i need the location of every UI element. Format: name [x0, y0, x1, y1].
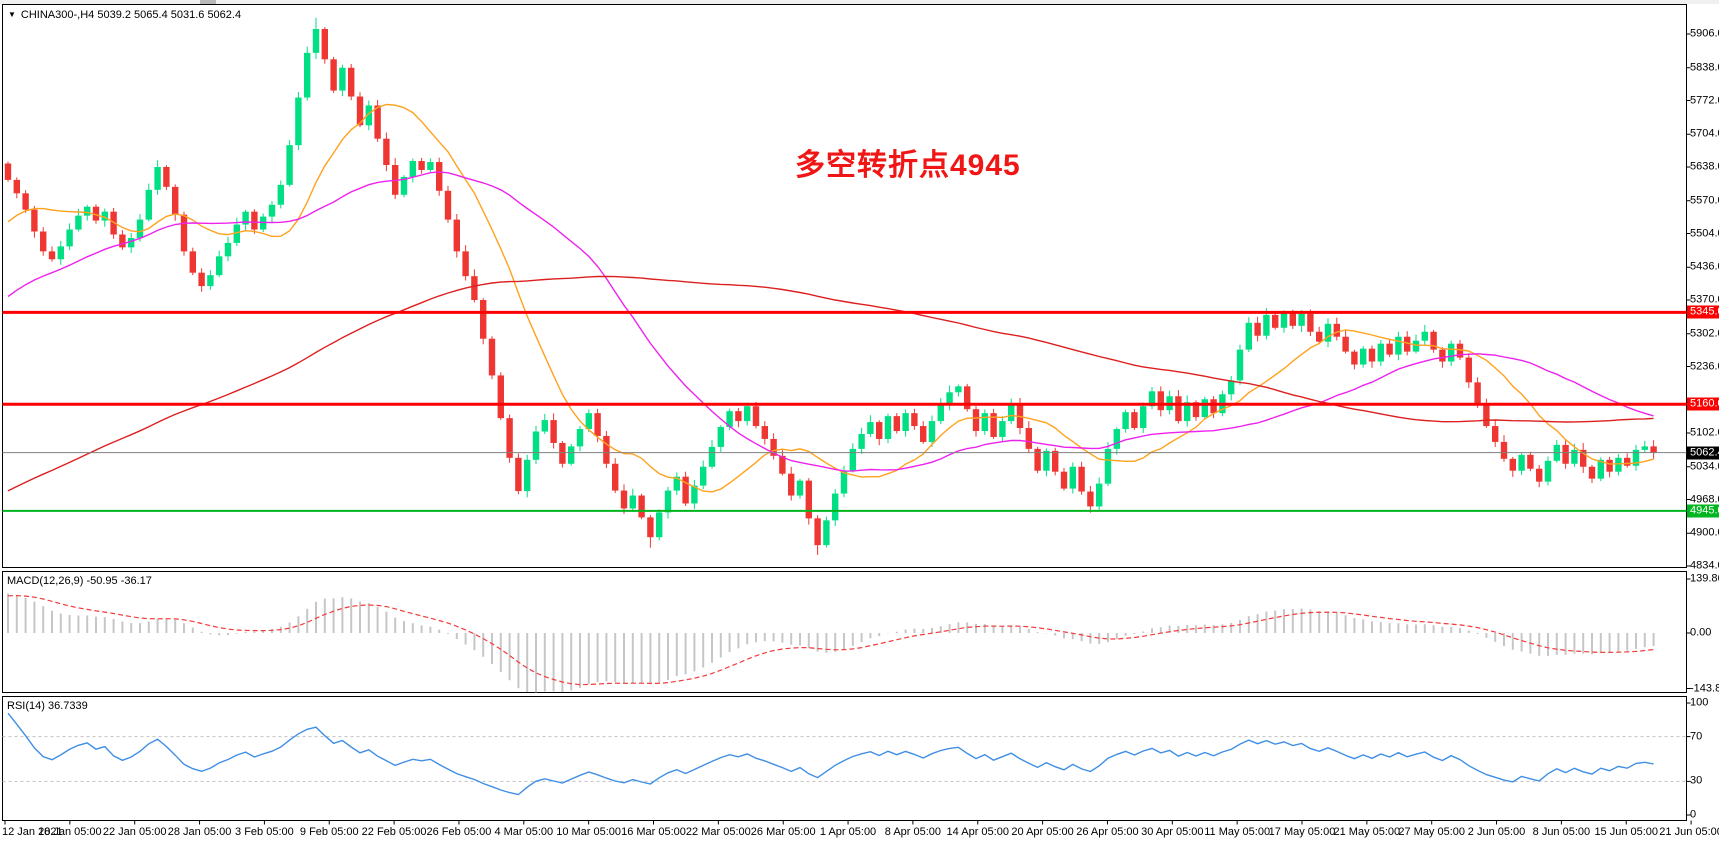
price-tick-label[interactable]: 4834.0	[1690, 559, 1719, 572]
time-tick-label[interactable]: 30 Apr 05:00	[1141, 826, 1204, 838]
macd-indicator-label: MACD(12,26,9) -50.95 -36.17	[7, 575, 152, 587]
time-tick-label[interactable]: 14 Apr 05:00	[946, 826, 1009, 838]
time-tick-label[interactable]: 11 May 05:00	[1204, 826, 1271, 838]
ma-mid-line	[7, 171, 1654, 472]
rsi-tick-label[interactable]: 100	[1690, 696, 1709, 709]
symbol-ohlc-line: ▼ CHINA300-,H4 5039.2 5065.4 5031.6 5062.…	[8, 9, 241, 21]
time-tick-label[interactable]: 27 May 05:00	[1398, 826, 1466, 838]
time-tick-label[interactable]: 22 Mar 05:00	[685, 826, 751, 838]
time-tick-label[interactable]: 21 Jun 05:00	[1659, 826, 1719, 838]
time-tick-label[interactable]: 8 Apr 05:00	[884, 826, 942, 838]
time-tick-label[interactable]: 10 Mar 05:00	[556, 826, 622, 838]
price-tick-label[interactable]: 5772.0	[1690, 94, 1719, 106]
macd-tick-label[interactable]: 0.00	[1690, 626, 1712, 639]
ma-fast-line	[7, 103, 1654, 493]
hline-badge-5345.0: 5345.0	[1687, 305, 1719, 319]
price-tick-label[interactable]: 5838.0	[1690, 61, 1719, 74]
symbol-ohlc-text: CHINA300-,H4 5039.2 5065.4 5031.6 5062.4	[20, 9, 242, 21]
time-tick-label[interactable]: 4 Mar 05:00	[494, 826, 554, 838]
time-tick-label[interactable]: 26 Mar 05:00	[750, 826, 816, 838]
price-tick-label[interactable]: 5236.0	[1690, 360, 1719, 372]
time-tick-label[interactable]: 21 May 05:00	[1333, 826, 1401, 838]
time-tick-label[interactable]: 12 Jan 2021	[2, 826, 63, 838]
macd-panel-frame[interactable]	[2, 571, 1687, 693]
time-tick-label[interactable]: 1 Apr 05:00	[819, 826, 877, 838]
time-tick-label[interactable]: 3 Feb 05:00	[235, 826, 294, 838]
time-tick-label[interactable]: 26 Apr 05:00	[1076, 826, 1139, 838]
price-tick-label[interactable]: 5370.0	[1690, 293, 1719, 306]
price-tick-label[interactable]: 5638.0	[1690, 160, 1719, 173]
price-tick-label[interactable]: 5034.0	[1690, 460, 1719, 473]
time-tick-label[interactable]: 9 Feb 05:00	[299, 826, 359, 838]
rsi-tick-label[interactable]: 30	[1690, 774, 1703, 787]
ma-slow-line	[7, 275, 1654, 492]
rsi-tick-label[interactable]: 0	[1690, 808, 1697, 821]
current-price-badge: 5062.4	[1687, 446, 1719, 460]
price-tick-label[interactable]: 5570.0	[1690, 194, 1719, 207]
time-tick-label[interactable]: 15 Jun 05:00	[1594, 826, 1659, 838]
price-tick-label[interactable]: 4900.0	[1690, 526, 1719, 539]
time-tick-label[interactable]: 2 Jun 05:00	[1467, 826, 1526, 838]
price-tick-label[interactable]: 5504.0	[1690, 227, 1719, 239]
annotation-text[interactable]: 多空转折点4945	[795, 149, 1021, 182]
time-tick-label[interactable]: 22 Feb 05:00	[361, 826, 427, 838]
hline-badge-5160.0: 5160.0	[1687, 397, 1719, 411]
time-tick-label[interactable]: 16 Mar 05:00	[621, 826, 686, 838]
macd-tick-label[interactable]: -143.82	[1690, 682, 1719, 694]
time-tick-label[interactable]: 17 May 05:00	[1268, 826, 1336, 838]
price-tick-label[interactable]: 5436.0	[1690, 260, 1719, 273]
time-tick-label[interactable]: 28 Jan 05:00	[167, 826, 232, 838]
time-tick-label[interactable]: 18 Jan 05:00	[38, 826, 102, 838]
price-tick-label[interactable]: 4968.0	[1690, 493, 1719, 505]
window-top-notch	[200, 0, 216, 4]
macd-tick-label[interactable]: 139.86	[1690, 572, 1719, 585]
price-tick-label[interactable]: 5906.0	[1690, 27, 1719, 40]
time-tick-label[interactable]: 8 Jun 05:00	[1532, 826, 1591, 838]
price-tick-label[interactable]: 5102.0	[1690, 426, 1719, 439]
window-top-strip	[0, 0, 1719, 4]
hline-badge-4945.0: 4945.0	[1687, 504, 1719, 518]
price-tick-label[interactable]: 5704.0	[1690, 127, 1719, 140]
symbol-dropdown-arrow-icon[interactable]: ▼	[8, 10, 16, 19]
time-tick-label[interactable]: 20 Apr 05:00	[1011, 826, 1074, 838]
time-tick-label[interactable]: 22 Jan 05:00	[102, 826, 167, 838]
rsi-tick-label[interactable]: 70	[1690, 730, 1703, 743]
time-tick-label[interactable]: 26 Feb 05:00	[426, 826, 492, 838]
rsi-indicator-label: RSI(14) 36.7339	[7, 700, 88, 712]
rsi-panel-frame[interactable]	[2, 696, 1687, 821]
price-tick-label[interactable]: 5302.0	[1690, 327, 1719, 340]
